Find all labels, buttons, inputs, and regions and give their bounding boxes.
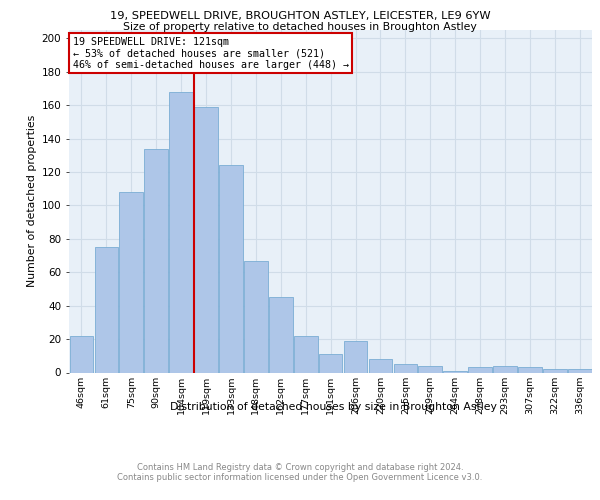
Bar [443,371,467,372]
Bar [194,107,218,372]
Bar [568,369,592,372]
Bar [145,148,168,372]
Bar [169,92,193,372]
Bar [418,366,442,372]
Bar [70,336,93,372]
Bar [95,247,118,372]
Bar [543,369,566,372]
Y-axis label: Number of detached properties: Number of detached properties [28,115,37,288]
Bar [518,368,542,372]
Bar [394,364,417,372]
Bar [344,341,367,372]
Bar [493,366,517,372]
Bar [294,336,317,372]
Text: Distribution of detached houses by size in Broughton Astley: Distribution of detached houses by size … [170,402,496,412]
Bar [119,192,143,372]
Text: 19 SPEEDWELL DRIVE: 121sqm
← 53% of detached houses are smaller (521)
46% of sem: 19 SPEEDWELL DRIVE: 121sqm ← 53% of deta… [73,36,349,70]
Bar [244,260,268,372]
Bar [319,354,343,372]
Text: Contains public sector information licensed under the Open Government Licence v3: Contains public sector information licen… [118,472,482,482]
Text: Contains HM Land Registry data © Crown copyright and database right 2024.: Contains HM Land Registry data © Crown c… [137,462,463,471]
Bar [269,298,293,372]
Bar [219,166,243,372]
Text: Size of property relative to detached houses in Broughton Astley: Size of property relative to detached ho… [123,22,477,32]
Text: 19, SPEEDWELL DRIVE, BROUGHTON ASTLEY, LEICESTER, LE9 6YW: 19, SPEEDWELL DRIVE, BROUGHTON ASTLEY, L… [110,11,490,21]
Bar [468,368,492,372]
Bar [368,359,392,372]
